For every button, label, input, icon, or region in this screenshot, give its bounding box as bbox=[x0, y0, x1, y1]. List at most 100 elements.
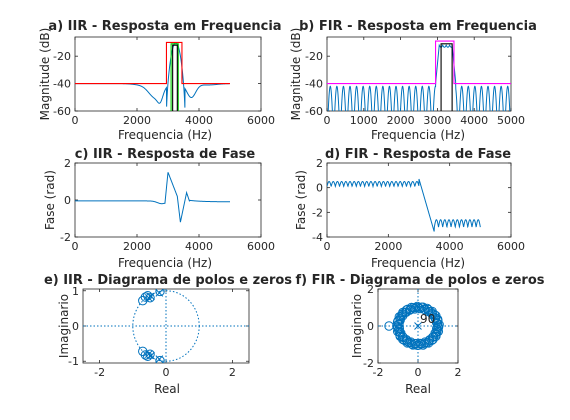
panel-b-xtick-label: 5000 bbox=[497, 114, 525, 127]
pole-marker bbox=[414, 322, 422, 330]
panel-a-axes-box bbox=[74, 36, 262, 112]
panel-e-xlabel: Real bbox=[154, 382, 180, 396]
panel-a-mask-1 bbox=[75, 41, 230, 85]
zero-marker bbox=[145, 349, 155, 359]
panel-b-ytick-label: -40 bbox=[305, 78, 323, 91]
panel-c-ytick-label: 2 bbox=[64, 157, 71, 170]
zero-marker bbox=[433, 322, 444, 333]
panel-a: a) IIR - Resposta em Frequencia 0 2000 400… bbox=[38, 19, 282, 142]
panel-c-xtick-label: 0 bbox=[72, 240, 79, 253]
panel-f-xlabel: Real bbox=[405, 382, 431, 396]
panel-f: f) FIR - Diagrama de polos e zeros -2 0 2-… bbox=[296, 273, 545, 396]
zero-marker bbox=[155, 355, 165, 363]
panel-c-ylabel: Fase (rad) bbox=[43, 170, 57, 230]
pole-marker bbox=[155, 355, 164, 363]
panel-f-xtick-label: -2 bbox=[373, 366, 384, 379]
panel-c-plot: 0 2000 4000 6000-202 bbox=[60, 157, 275, 253]
zero-marker bbox=[145, 293, 155, 303]
zero-marker bbox=[412, 301, 422, 312]
panel-c-xtick-label: 2000 bbox=[123, 240, 151, 253]
panel-c-xtick-label: 4000 bbox=[185, 240, 213, 253]
panel-c-title: c) IIR - Resposta de Fase bbox=[75, 147, 256, 162]
panel-a-ytick-label: -60 bbox=[53, 105, 71, 118]
panel-d-xtick-label: 6000 bbox=[497, 240, 525, 253]
panel-d-ylabel: Fase (rad) bbox=[294, 170, 308, 230]
panel-c-series-line bbox=[75, 172, 230, 223]
panel-a-ytick-label: -20 bbox=[53, 50, 71, 63]
panel-d-ytick-label: -2 bbox=[312, 206, 323, 219]
panel-d-xtick-label: 2000 bbox=[374, 240, 402, 253]
panel-e-ytick-label: 1 bbox=[72, 285, 79, 298]
panel-d-ytick-label: 0 bbox=[316, 182, 323, 195]
panel-d-ytick-label: -4 bbox=[312, 231, 323, 244]
zero-marker bbox=[155, 289, 165, 297]
zero-marker bbox=[431, 323, 442, 334]
panel-c-ytick-label: 0 bbox=[64, 194, 71, 207]
panel-f-ylabel: Imaginario bbox=[350, 294, 364, 358]
panel-c-ytick-label: -2 bbox=[60, 231, 71, 244]
panel-d-series-line bbox=[327, 178, 481, 232]
panel-d: d) FIR - Resposta de Fase 0 2000 4000 6000 -… bbox=[294, 147, 525, 270]
panel-a-xtick-label: 2000 bbox=[123, 114, 151, 127]
panel-b-ylabel: Magnitude (dB) bbox=[289, 28, 303, 121]
panel-e-ylabel: Imaginario bbox=[57, 294, 71, 358]
panel-a-ylabel: Magnitude (dB) bbox=[38, 28, 52, 121]
panel-a-xlabel: Frequencia (Hz) bbox=[118, 128, 212, 142]
panel-a-xtick-label: 4000 bbox=[185, 114, 213, 127]
panel-f-ytick-label: 2 bbox=[367, 283, 374, 296]
panel-a-ytick-label: -40 bbox=[53, 78, 71, 91]
panel-d-plot: 0 2000 4000 6000 -4 -2 0 2 bbox=[312, 157, 525, 253]
panel-b-mask-2 bbox=[440, 43, 453, 111]
pole-marker bbox=[155, 289, 164, 297]
pole-marker bbox=[147, 351, 155, 360]
panel-d-ytick-label: 2 bbox=[316, 157, 323, 170]
panel-a-xtick-label: 6000 bbox=[247, 114, 275, 127]
panel-a-mask-2 bbox=[170, 43, 179, 111]
panel-d-xlabel: Frequencia (Hz) bbox=[371, 256, 465, 270]
panel-f-ytick-label: 0 bbox=[367, 320, 374, 333]
panel-e-xtick-label: 2 bbox=[229, 366, 236, 379]
panel-b-mask-1 bbox=[327, 40, 511, 85]
panel-b-xtick-label: 1000 bbox=[350, 114, 378, 127]
panel-a-mask-3 bbox=[172, 44, 178, 111]
panel-e-axes-box bbox=[82, 288, 250, 364]
panel-b-xtick-label: 0 bbox=[324, 114, 331, 127]
zero-marker bbox=[384, 321, 394, 331]
pole-marker bbox=[147, 292, 155, 301]
panel-e-xtick-label: 0 bbox=[163, 366, 170, 379]
pole-marker bbox=[144, 293, 153, 302]
panel-e-xtick-label: -2 bbox=[94, 366, 105, 379]
panel-f-plot: -2 0 2 -2 0 2 90 bbox=[363, 283, 461, 379]
zero-marker bbox=[433, 326, 444, 337]
panel-b: b) FIR - Resposta em Frequencia 0 1000 200… bbox=[289, 19, 537, 142]
panel-a-title: a) IIR - Resposta em Frequencia bbox=[48, 19, 281, 34]
panel-c-xlabel: Frequencia (Hz) bbox=[118, 256, 212, 270]
panel-e-ytick-label: 0 bbox=[72, 320, 79, 333]
panel-d-title: d) FIR - Resposta de Fase bbox=[325, 147, 511, 162]
panel-b-plot: 0 1000 2000 3000 4000 5000 -60 -40 -20 bbox=[305, 36, 525, 127]
panel-e-unit-circle bbox=[132, 290, 200, 362]
panel-b-xtick-label: 3000 bbox=[423, 114, 451, 127]
panel-c: c) IIR - Resposta de Fase 0 2000 4000 6000 -… bbox=[43, 147, 275, 270]
pole-marker bbox=[144, 350, 153, 359]
panel-f-pole-count-label: 90 bbox=[420, 312, 435, 326]
panel-f-title: f) FIR - Diagrama de polos e zeros bbox=[296, 273, 545, 288]
panel-b-xlabel: Frequencia (Hz) bbox=[371, 128, 465, 142]
panel-f-xtick-label: 0 bbox=[415, 366, 422, 379]
panel-b-title: b) FIR - Resposta em Frequencia bbox=[299, 19, 537, 34]
panel-e-plot: -2 0 2 -1 0 1 bbox=[68, 285, 250, 379]
panel-f-xtick-label: 2 bbox=[455, 366, 462, 379]
panel-b-xtick-label: 4000 bbox=[460, 114, 488, 127]
panel-d-axes-box bbox=[326, 162, 512, 238]
panel-f-ytick-label: -2 bbox=[363, 357, 374, 370]
panel-c-xtick-label: 6000 bbox=[247, 240, 275, 253]
panel-b-ytick-label: -20 bbox=[305, 50, 323, 63]
panel-e-title: e) IIR - Diagrama de polos e zeros bbox=[44, 273, 292, 288]
panel-b-series-line bbox=[327, 43, 511, 111]
panel-d-xtick-label: 0 bbox=[324, 240, 331, 253]
panel-d-xtick-label: 4000 bbox=[436, 240, 464, 253]
panel-e: e) IIR - Diagrama de polos e zeros -2 0 2-… bbox=[44, 273, 292, 396]
panel-e-ytick-label: -1 bbox=[68, 355, 79, 368]
panel-a-xtick-label: 0 bbox=[72, 114, 79, 127]
